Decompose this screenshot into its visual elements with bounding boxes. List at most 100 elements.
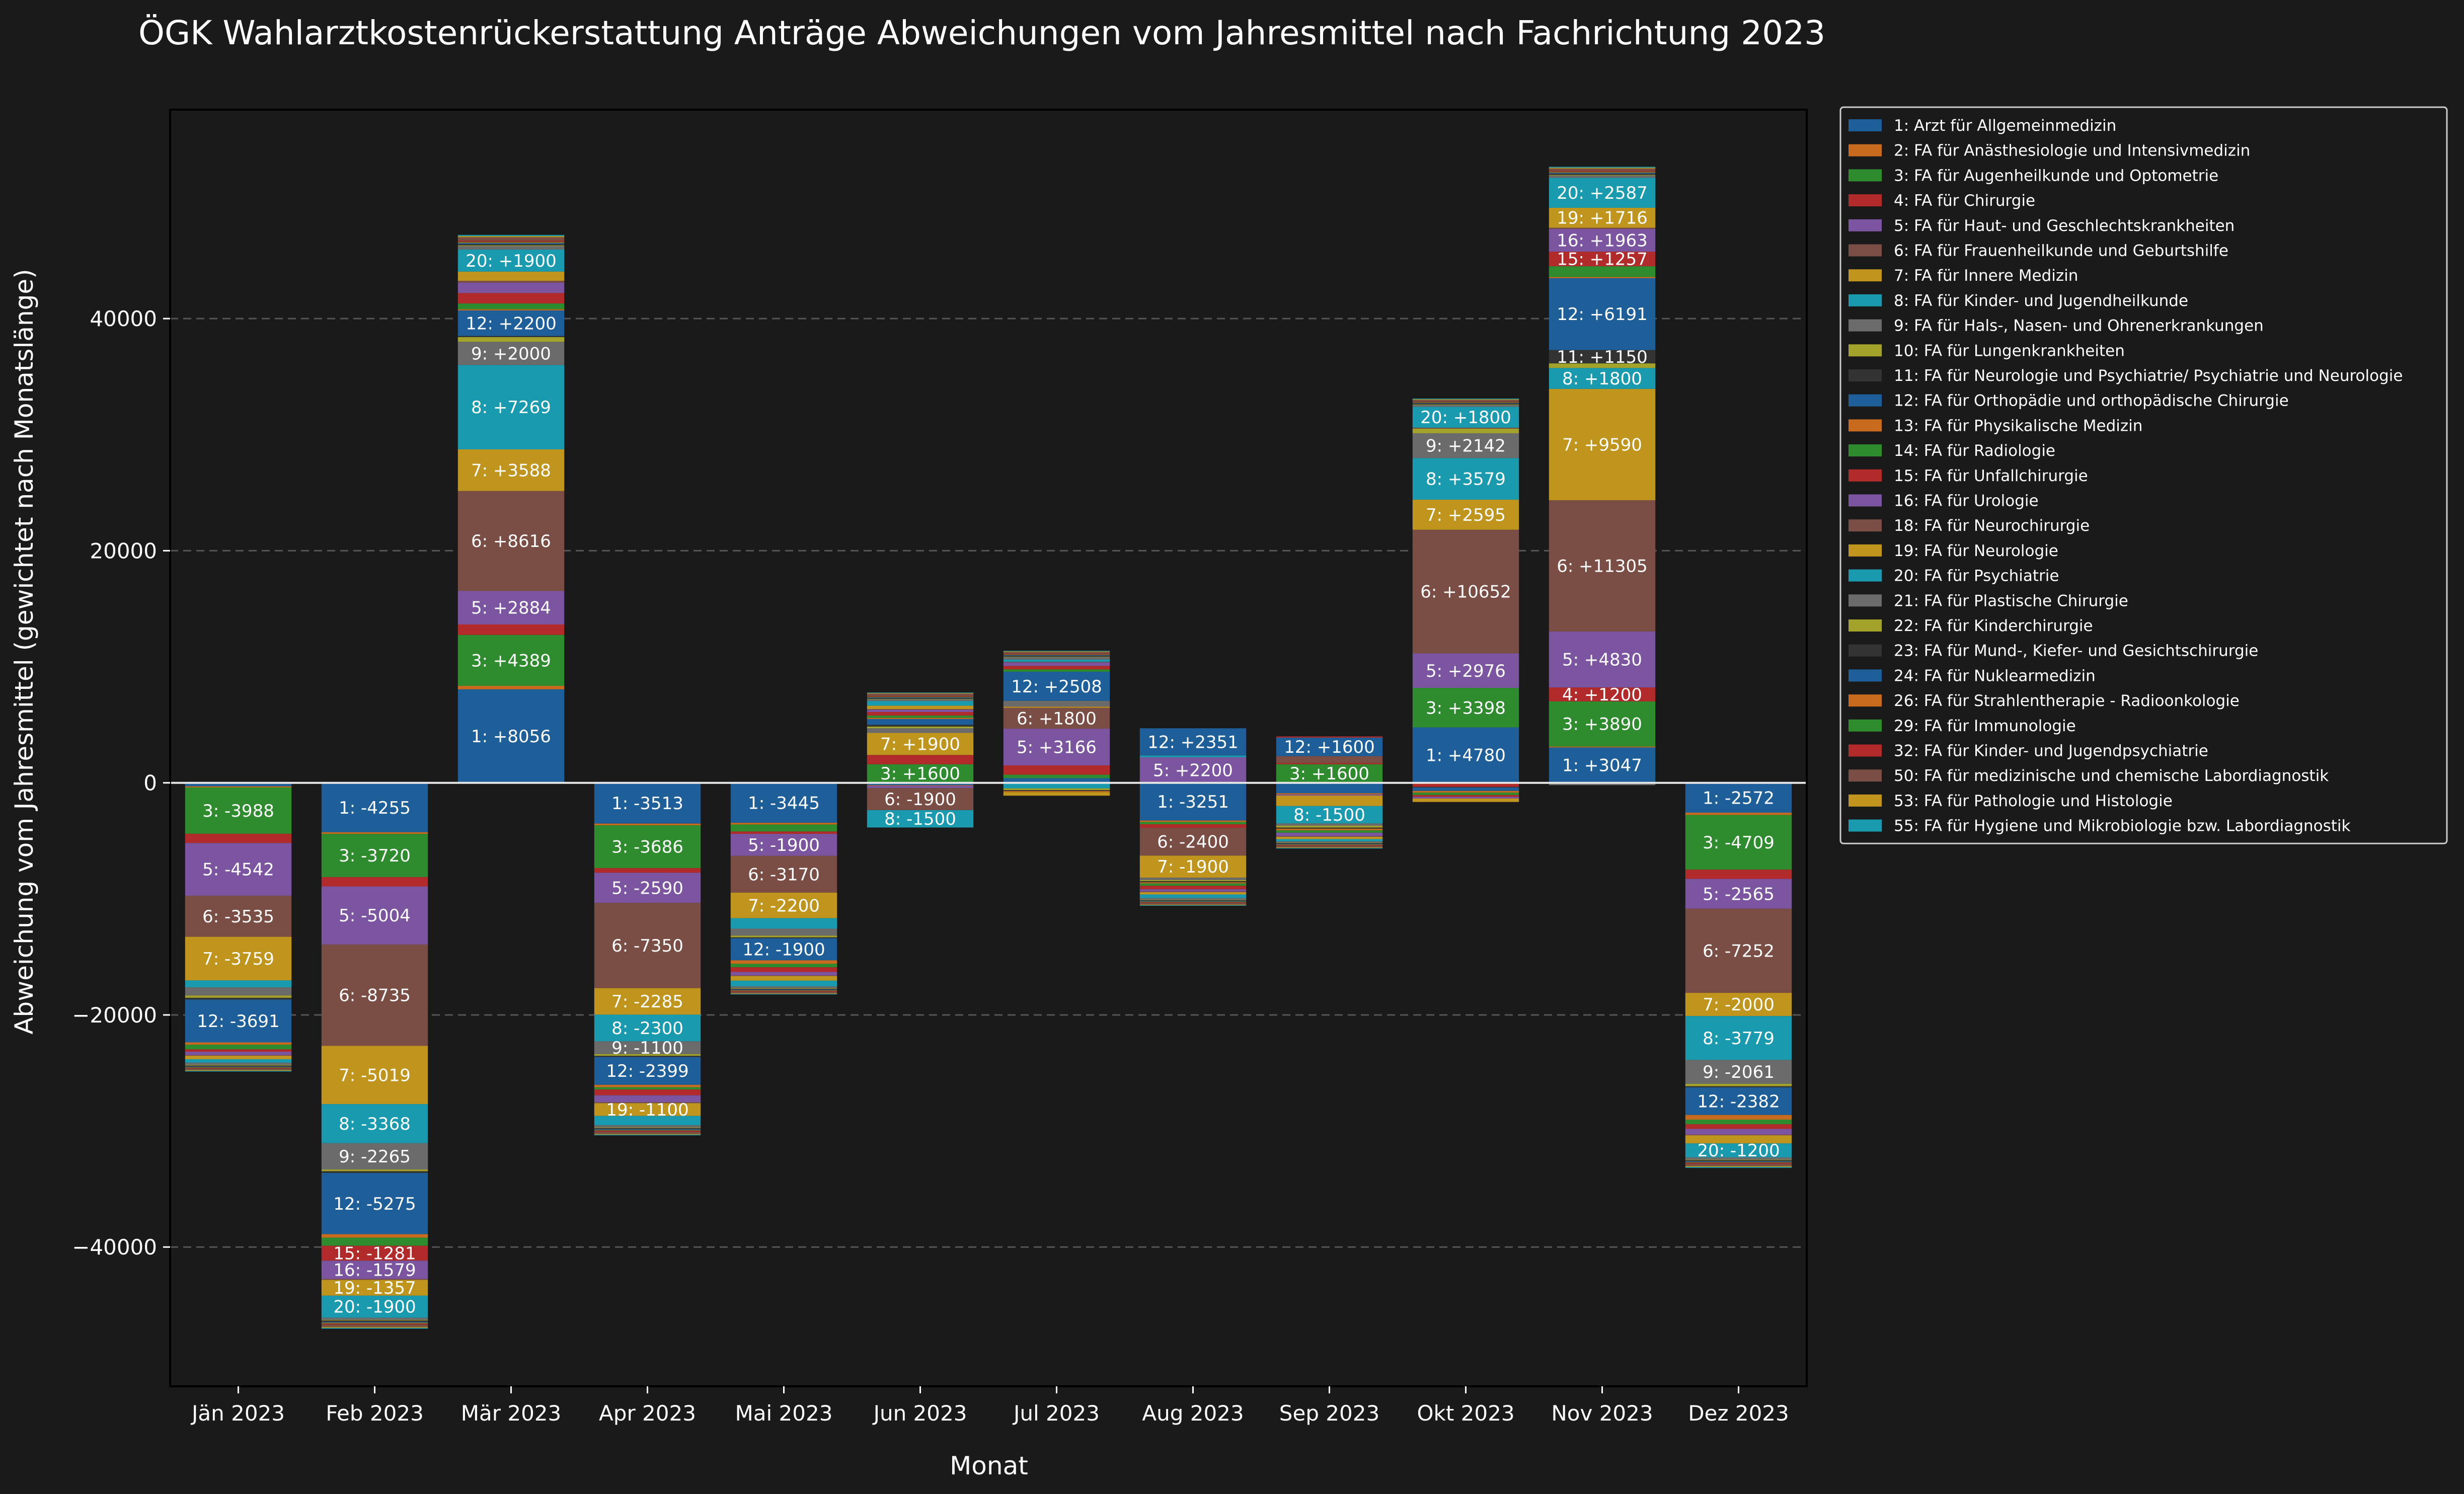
- bar-segment: [321, 1234, 428, 1238]
- bar-segment: [1549, 167, 1656, 168]
- data-label: 12: +2508: [1011, 677, 1102, 697]
- bar-segment: [1549, 388, 1656, 501]
- data-label: 12: -3691: [197, 1011, 279, 1032]
- bar-segment: [594, 1131, 701, 1134]
- bar-segment: [1549, 631, 1656, 688]
- bar-segment: [457, 246, 565, 250]
- bar-segment: [1276, 756, 1383, 763]
- bar-segment: [594, 782, 701, 824]
- bar-segment: [1685, 1143, 1792, 1157]
- data-label: 5: +2200: [1153, 760, 1233, 780]
- bar-segment: [1685, 1166, 1792, 1167]
- bar-segment: [1685, 1160, 1792, 1161]
- data-label: 6: -7252: [1703, 941, 1775, 961]
- legend-entry: 53: FA für Pathologie und Histologie: [1894, 792, 2173, 810]
- bar-segment: [1412, 798, 1519, 802]
- data-label: 3: +4389: [471, 651, 551, 671]
- bar-segment: [321, 1245, 428, 1261]
- legend-entry: 18: FA für Neurochirurgie: [1894, 517, 2090, 535]
- data-label: 8: -2300: [611, 1018, 683, 1039]
- data-label: 6: -1900: [884, 790, 956, 810]
- bar-segment: [1412, 793, 1519, 795]
- bar-segment: [867, 715, 974, 718]
- bar-segment: [457, 635, 565, 686]
- bar-segment: [1276, 794, 1383, 796]
- bar-segment: [1003, 791, 1110, 793]
- x-tick-label: Mai 2023: [735, 1401, 833, 1426]
- data-label: 12: -2382: [1697, 1091, 1780, 1112]
- data-label: 3: +3398: [1426, 698, 1506, 718]
- bar-segment: [457, 337, 565, 342]
- data-label: 12: +6191: [1557, 304, 1648, 325]
- data-label: 19: +1716: [1557, 208, 1648, 228]
- bar-segment: [457, 303, 565, 309]
- data-label: 6: +11305: [1557, 556, 1648, 576]
- bar-segment: [185, 1070, 292, 1071]
- bar-segment: [1003, 792, 1110, 796]
- bar-segment: [1276, 763, 1383, 764]
- bar-segment: [185, 1051, 292, 1055]
- x-tick-label: Jun 2023: [872, 1401, 967, 1426]
- data-label: 7: -3759: [202, 949, 274, 969]
- data-label: 12: -1900: [742, 940, 825, 960]
- bar-segment: [457, 271, 565, 281]
- data-label: 1: +4780: [1426, 746, 1506, 766]
- y-tick-label: −20000: [72, 1003, 157, 1028]
- x-tick-label: Okt 2023: [1417, 1401, 1514, 1426]
- bar-segment: [1139, 820, 1247, 822]
- legend-entry: 13: FA für Physikalische Medizin: [1894, 417, 2142, 435]
- bar-segment: [1412, 399, 1519, 400]
- data-label: 5: -5004: [339, 906, 411, 926]
- bar-segment: [321, 886, 428, 945]
- data-label: 5: +4830: [1562, 650, 1642, 670]
- bar-segment: [1549, 252, 1656, 267]
- bar-segment: [1549, 266, 1656, 277]
- bar-segment: [1276, 842, 1383, 843]
- bar-segment: [1276, 764, 1383, 783]
- bar-segment: [1003, 783, 1110, 789]
- bar-segment: [1276, 836, 1383, 837]
- data-label: 8: -1500: [1293, 805, 1365, 825]
- data-label: 11: +1150: [1557, 347, 1648, 367]
- bar-segment: [1549, 278, 1656, 350]
- bar-segment: [1139, 878, 1247, 880]
- bar-segment: [457, 336, 565, 338]
- data-label: 5: +2976: [1426, 661, 1506, 681]
- bar-segment: [1685, 1157, 1792, 1160]
- data-label: 1: -4255: [339, 798, 411, 818]
- bar-segment: [1276, 841, 1383, 843]
- bar-segment: [1003, 729, 1110, 766]
- bar-segment: [1139, 855, 1247, 878]
- bar-segment: [1412, 499, 1519, 530]
- bar-segment: [730, 988, 837, 989]
- legend-entry: 10: FA für Lungenkrankheiten: [1894, 342, 2125, 360]
- bar-segment: [1412, 400, 1519, 402]
- legend: 1: Arzt für Allgemeinmedizin 2: FA für An…: [1839, 106, 2448, 844]
- bar-segment: [1003, 706, 1110, 708]
- bar-segment: [594, 1125, 701, 1128]
- legend-swatch: [1849, 794, 1882, 807]
- bar-segment: [1549, 782, 1656, 785]
- bar-segment: [185, 995, 292, 998]
- bar-segment: [867, 712, 974, 716]
- data-label: 12: -5275: [333, 1194, 416, 1214]
- data-label: 8: +1800: [1562, 369, 1642, 389]
- bar-segment: [457, 449, 565, 491]
- bar-segment: [594, 1014, 701, 1042]
- legend-swatch: [1849, 719, 1882, 732]
- bar-segment: [594, 1041, 701, 1054]
- bar-segment: [1685, 1162, 1792, 1163]
- data-label: 6: -2400: [1157, 832, 1229, 852]
- bar-segment: [1003, 666, 1110, 670]
- bar-segment: [321, 1279, 428, 1280]
- bar-segment: [185, 786, 292, 788]
- x-tick-label: Apr 2023: [599, 1401, 696, 1426]
- bar-segment: [1003, 655, 1110, 656]
- data-label: 7: -5019: [339, 1065, 411, 1085]
- bar-segment: [1003, 657, 1110, 660]
- bar-segment: [867, 810, 974, 828]
- legend-swatch: [1849, 669, 1882, 682]
- bar-segment: [594, 988, 701, 1015]
- bar-segment: [321, 1104, 428, 1143]
